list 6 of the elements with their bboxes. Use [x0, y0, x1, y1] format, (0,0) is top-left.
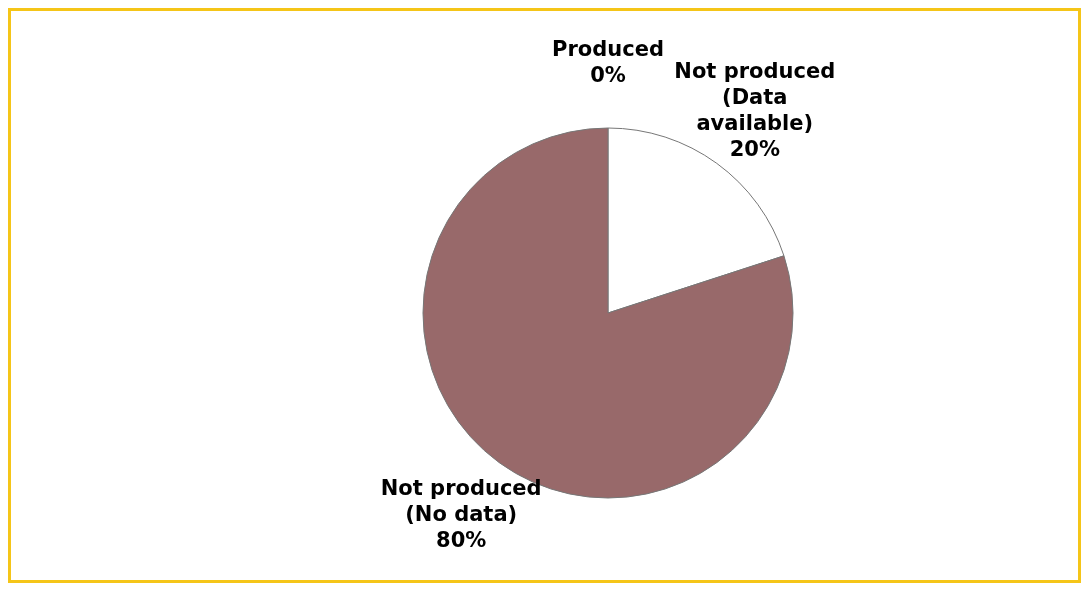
- text: 0%: [590, 63, 626, 88]
- category-label: Produced: [552, 37, 664, 62]
- slice-label: Not produced (No data): [380, 476, 542, 527]
- slice-label: Not produced (Data available): [674, 58, 836, 135]
- data-label: 20%: [729, 136, 780, 161]
- data-label: 80%: [436, 528, 487, 553]
